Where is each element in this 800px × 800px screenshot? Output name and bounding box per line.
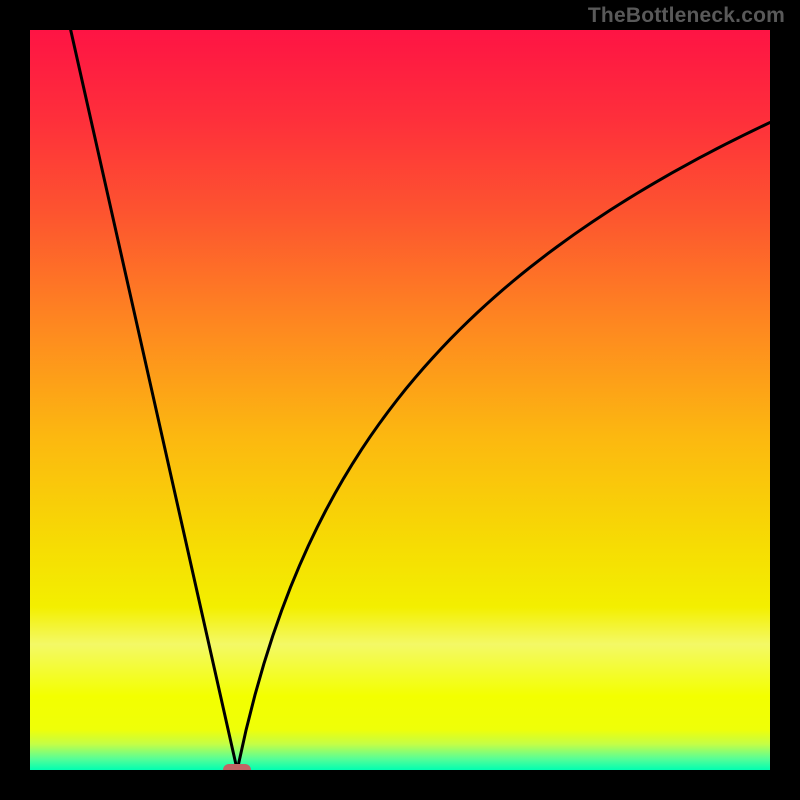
plot-area [30, 30, 770, 770]
optimal-point-marker [223, 764, 251, 770]
bottleneck-curve [30, 30, 770, 770]
watermark-text: TheBottleneck.com [588, 4, 785, 28]
